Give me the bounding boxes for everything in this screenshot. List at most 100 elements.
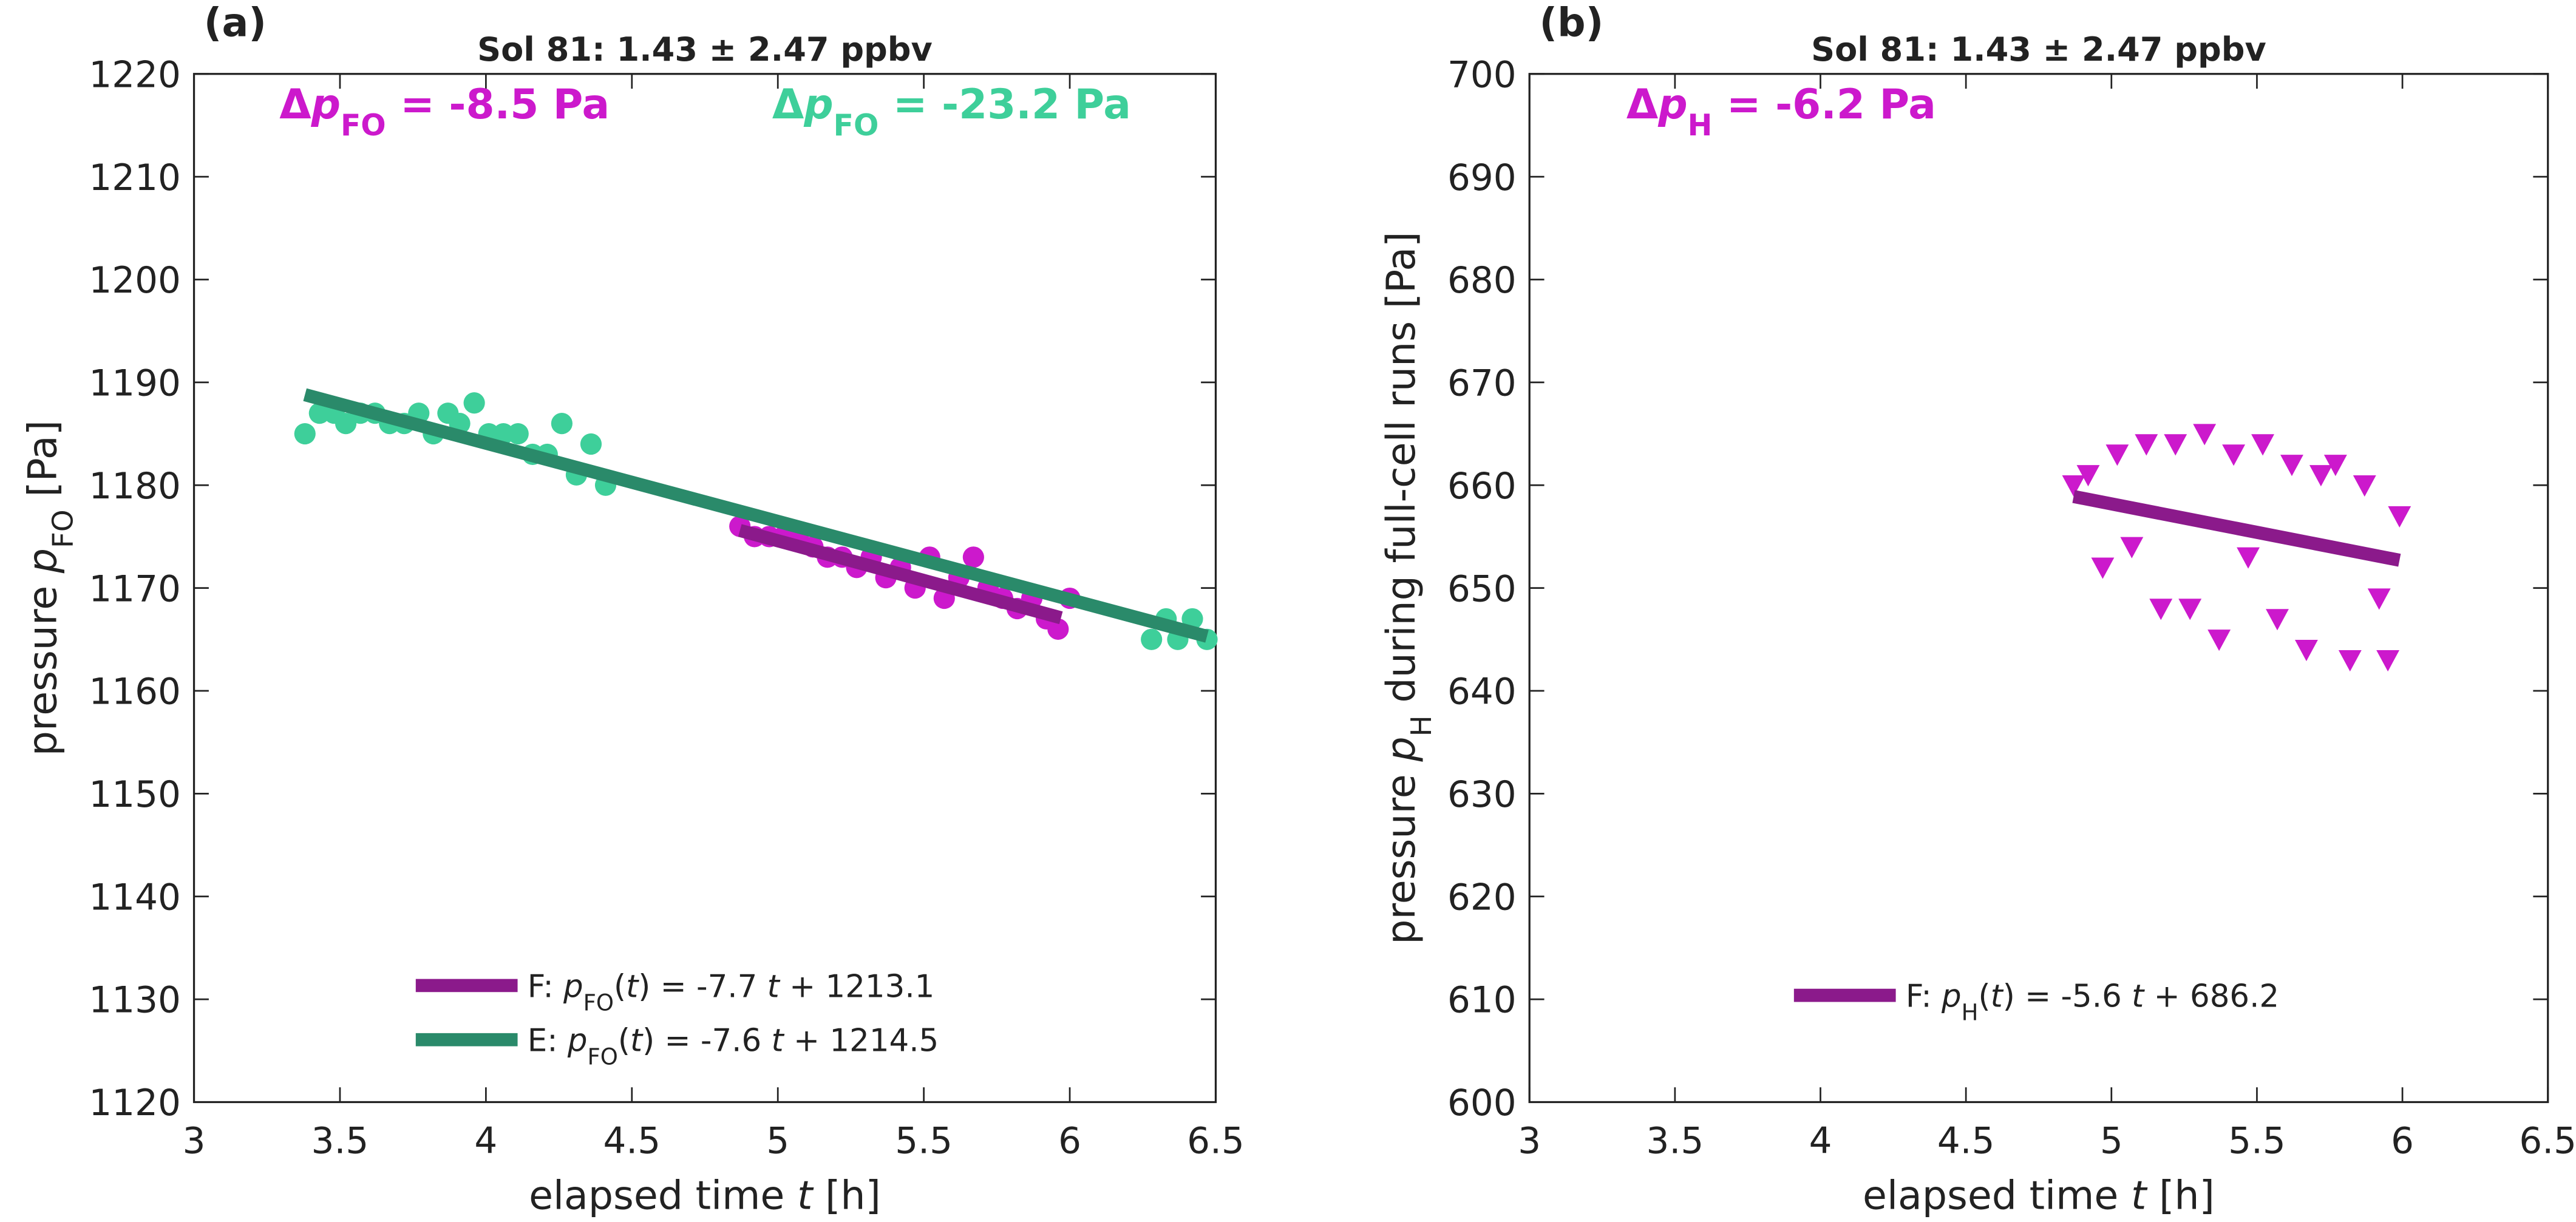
text-part: F: (1906, 979, 1942, 1015)
text-part: Δ (1626, 80, 1658, 128)
y-tick-label: 1130 (89, 980, 180, 1022)
text-part: elapsed time (529, 1173, 797, 1218)
data-point (2222, 444, 2246, 466)
text-part: ( (614, 968, 626, 1005)
text-part: pressure (1379, 762, 1424, 945)
annotation: ΔpFO = -23.2 Pa (772, 80, 1131, 143)
data-point (2135, 434, 2158, 456)
text-part: FO (588, 1044, 618, 1070)
text-part: H (1962, 999, 1979, 1025)
text-part: ) = -7.6 (642, 1023, 771, 1059)
text-part: = -23.2 Pa (878, 80, 1131, 128)
text-part: [Pa] (20, 420, 66, 509)
text-part: ( (618, 1023, 630, 1059)
text-part: F: (528, 968, 563, 1005)
fit-line (303, 388, 1209, 643)
text-part: p (1657, 80, 1687, 128)
y-tick-label: 1170 (89, 568, 180, 610)
x-tick-label: 3 (1518, 1120, 1541, 1162)
data-point (2164, 434, 2187, 456)
legend-label: E: pFO(t) = -7.6 t + 1214.5 (528, 1023, 939, 1070)
fit-line (2072, 490, 2401, 567)
data-point (2091, 557, 2115, 579)
x-tick-label: 4.5 (1937, 1120, 1995, 1162)
x-tick-label: 4.5 (603, 1120, 661, 1162)
annotation: ΔpH = -6.2 Pa (1626, 80, 1936, 143)
x-tick-label: 4 (474, 1120, 497, 1162)
y-tick-label: 610 (1447, 980, 1517, 1022)
data-point (2376, 650, 2400, 672)
data-point (2388, 506, 2411, 528)
data-point (2105, 444, 2129, 466)
data-point (2149, 599, 2173, 620)
text-part: FO (834, 109, 879, 143)
data-point (2193, 424, 2217, 446)
data-point (1047, 618, 1069, 640)
data-point (2309, 465, 2333, 487)
data-point (2120, 537, 2144, 558)
data-point (463, 392, 485, 414)
data-point (2353, 475, 2376, 497)
data-point (2323, 455, 2347, 477)
text-part: H (1405, 715, 1438, 736)
data-point (2338, 650, 2362, 672)
text-part: ( (1979, 979, 1991, 1015)
data-point (2280, 455, 2303, 477)
y-tick-label: 1210 (89, 157, 180, 199)
text-part: p (567, 1023, 588, 1059)
x-tick-label: 3.5 (311, 1120, 369, 1162)
data-point (2237, 547, 2260, 569)
x-tick-label: 5.5 (2228, 1120, 2286, 1162)
legend-label: F: pH(t) = -5.6 t + 686.2 (1906, 979, 2279, 1026)
legend-label: F: pFO(t) = -7.7 t + 1213.1 (528, 968, 935, 1016)
panel-label: (b) (1539, 1, 1603, 46)
x-tick-label: 5 (766, 1120, 789, 1162)
y-tick-label: 690 (1447, 157, 1517, 199)
text-part: E: (528, 1023, 568, 1059)
annotation: ΔpFO = -8.5 Pa (279, 80, 610, 143)
y-tick-label: 1160 (89, 671, 180, 713)
y-tick-label: 680 (1447, 260, 1517, 302)
data-point (308, 402, 330, 424)
text-part: t (626, 968, 639, 1005)
y-axis-label: pressure pH during full-cell runs [Pa] (1379, 232, 1438, 945)
text-part: ) = -7.7 (638, 968, 767, 1005)
data-point (2294, 640, 2318, 662)
x-tick-label: 6.5 (1187, 1120, 1245, 1162)
text-part: + 686.2 (2144, 979, 2279, 1015)
text-part: t (772, 1023, 785, 1059)
x-tick-label: 3 (183, 1120, 206, 1162)
text-part: FO (47, 509, 80, 548)
text-part: elapsed time (1863, 1173, 2131, 1218)
text-part: + 1213.1 (780, 968, 935, 1005)
y-axis-label: pressure pFO [Pa] (20, 420, 80, 756)
data-point (2178, 599, 2202, 620)
text-part: ) = -5.6 (2003, 979, 2132, 1015)
text-part: p (20, 548, 66, 574)
text-part: t (2131, 1173, 2148, 1218)
y-tick-label: 1180 (89, 466, 180, 507)
data-point (2207, 630, 2231, 651)
y-tick-label: 1200 (89, 260, 180, 302)
x-tick-label: 6.5 (2519, 1120, 2576, 1162)
data-point (2266, 609, 2289, 631)
text-part: p (311, 80, 341, 128)
data-point (962, 546, 984, 568)
panel-label: (a) (204, 1, 267, 46)
y-tick-label: 630 (1447, 774, 1517, 816)
text-part: Δ (772, 80, 804, 128)
text-part: t (630, 1023, 644, 1059)
fit-line (738, 524, 1063, 625)
data-point (1141, 628, 1163, 650)
text-part: p (803, 80, 833, 128)
data-point (507, 423, 529, 445)
data-point (492, 423, 514, 445)
y-tick-label: 600 (1447, 1082, 1517, 1124)
x-tick-label: 4 (1809, 1120, 1832, 1162)
text-part: FO (583, 989, 614, 1016)
y-tick-label: 1120 (89, 1082, 180, 1124)
data-point (2251, 434, 2274, 456)
text-part: during full-cell runs [Pa] (1379, 232, 1424, 716)
text-part: = -8.5 Pa (386, 80, 610, 128)
text-part: H (1688, 109, 1713, 143)
